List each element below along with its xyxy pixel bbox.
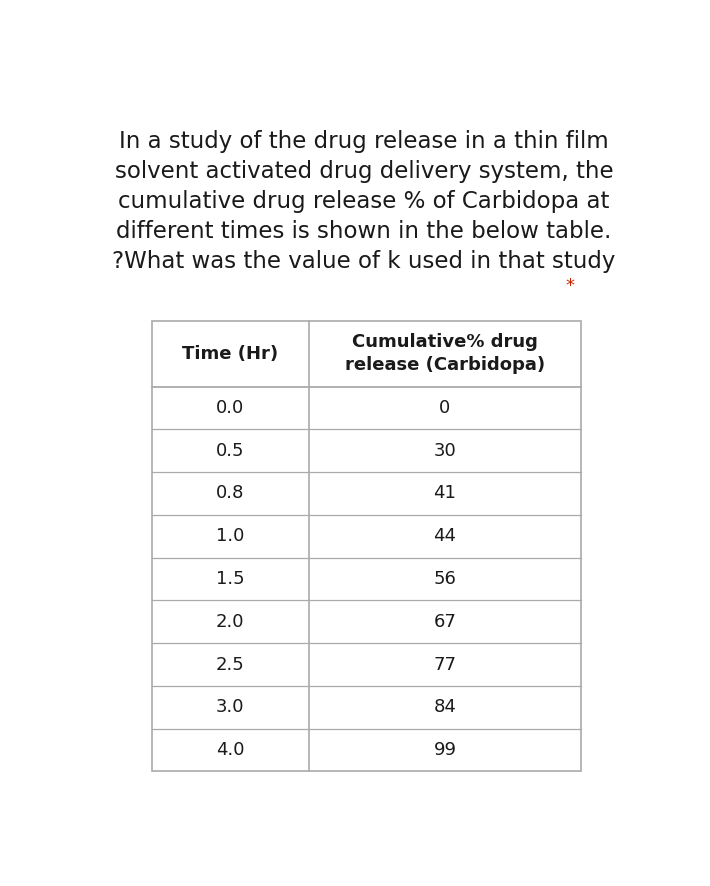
Text: different times is shown in the below table.: different times is shown in the below ta… (116, 221, 611, 244)
Text: cumulative drug release % of Carbidopa at: cumulative drug release % of Carbidopa a… (118, 190, 610, 214)
Text: 0.5: 0.5 (216, 441, 245, 460)
Text: solvent activated drug delivery system, the: solvent activated drug delivery system, … (114, 160, 613, 183)
Text: ?What was the value of k used in that study: ?What was the value of k used in that st… (112, 250, 616, 273)
Text: 1.5: 1.5 (216, 570, 245, 588)
Text: 0: 0 (439, 399, 451, 417)
Text: 2.0: 2.0 (216, 613, 245, 631)
Text: Cumulative% drug
release (Carbidopa): Cumulative% drug release (Carbidopa) (345, 333, 545, 374)
Text: 67: 67 (434, 613, 457, 631)
Text: 2.5: 2.5 (216, 656, 245, 673)
Text: 3.0: 3.0 (216, 698, 245, 716)
Text: 41: 41 (434, 485, 457, 502)
Text: In a study of the drug release in a thin film: In a study of the drug release in a thin… (119, 130, 608, 153)
Text: 44: 44 (433, 527, 457, 545)
Text: 4.0: 4.0 (216, 741, 245, 759)
Text: *: * (566, 277, 574, 295)
Text: 0.8: 0.8 (216, 485, 244, 502)
Text: 0.0: 0.0 (217, 399, 244, 417)
Text: 30: 30 (434, 441, 457, 460)
Text: 56: 56 (434, 570, 457, 588)
Text: 99: 99 (433, 741, 457, 759)
Bar (152, 322, 581, 772)
Text: Time (Hr): Time (Hr) (182, 345, 278, 363)
Text: 1.0: 1.0 (216, 527, 244, 545)
Text: 77: 77 (433, 656, 457, 673)
Text: 84: 84 (434, 698, 457, 716)
